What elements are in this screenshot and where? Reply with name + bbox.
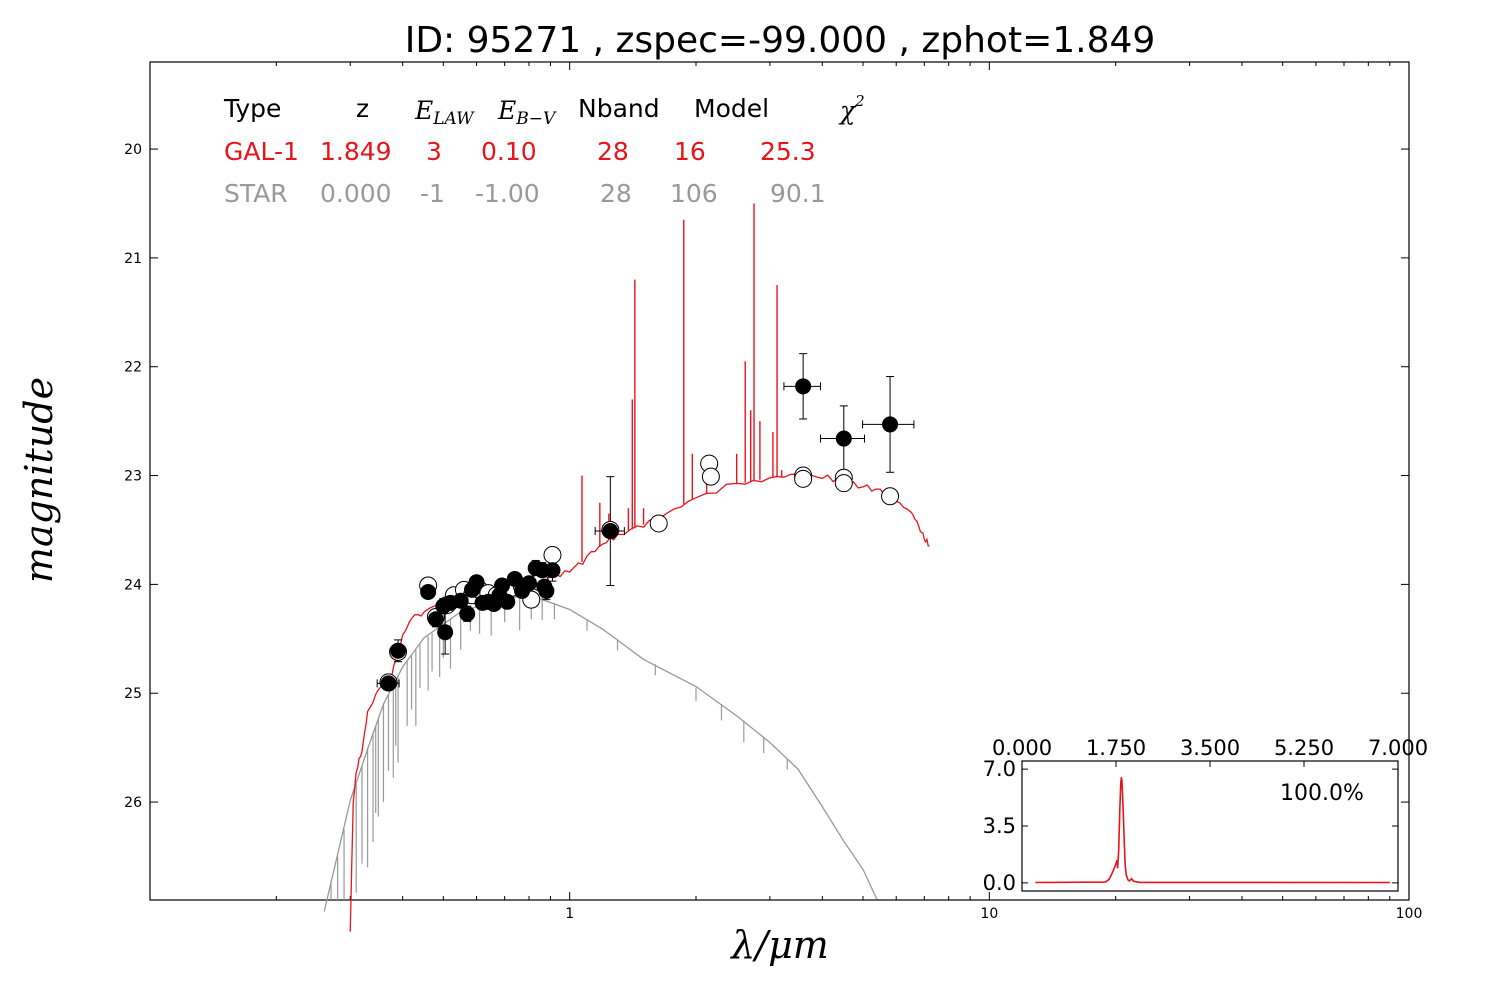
inset-frame [1021,760,1399,892]
row-star-type: STAR [224,179,288,208]
y-tick-label: 24 [124,577,142,593]
main-axis-ticks: 1 10 100 20 21 22 23 24 25 26 [124,62,1422,922]
table-row-star: STAR 0.000 -1 -1.00 28 106 90.1 [224,179,826,208]
observed-point [544,562,561,579]
row-galaxy-nband: 28 [597,137,629,166]
table-header-type: Type [223,94,281,123]
inset-y-tick-label: 7.0 [983,757,1016,781]
table-header-ebv: EB−V [497,96,557,129]
row-star-law: -1 [420,179,445,208]
inset-probability-label: 100.0% [1280,781,1364,806]
x-tick-label: 1 [565,906,574,922]
x-axis-label: λ/μm [729,923,829,967]
observed-point [390,642,407,659]
table-header-z: z [356,94,369,123]
row-star-z: 0.000 [320,179,392,208]
observed-magnitude-points [380,378,899,692]
inset-y-tick-label: 0.0 [983,871,1016,895]
observed-point [427,611,444,628]
table-row-galaxy: GAL-1 1.849 3 0.10 28 16 25.3 [224,137,816,166]
observed-point [520,575,537,592]
observed-point [452,592,469,609]
y-axis-label: magnitude [17,377,61,583]
row-star-ebv: -1.00 [475,179,540,208]
model-point [701,467,720,486]
galaxy-spectrum-line [349,473,930,932]
observed-point [459,605,476,622]
inset-x-tick-label: 7.000 [1368,736,1428,760]
x-tick-label: 100 [1396,906,1423,922]
row-star-chi2: 90.1 [770,179,826,208]
main-plot-frame [149,61,1410,901]
observed-point [494,577,511,594]
redshift-pdf-inset: 0.000 1.750 3.500 5.250 7.000 7.0 3.5 0.0 100.0… [983,736,1428,895]
observed-point [538,582,555,599]
observed-point [437,624,454,641]
observed-point [882,416,899,433]
y-tick-label: 20 [124,142,142,158]
star-spectrum-line [323,596,878,912]
observed-point [420,584,437,601]
model-point [794,469,813,488]
table-header-model: Model [694,94,769,123]
star-absorption-lines [330,597,788,900]
y-tick-label: 21 [124,251,142,267]
figure-title: ID: 95271 , zspec=-99.000 , zphot=1.849 [405,20,1156,61]
inset-x-tick-label: 1.750 [1086,736,1146,760]
observed-point [499,593,516,610]
observed-error-bars [376,353,915,690]
y-tick-label: 25 [124,686,142,702]
y-tick-label: 23 [124,469,142,485]
y-tick-label: 22 [124,360,142,376]
table-header-nband: Nband [578,94,660,123]
row-galaxy-z: 1.849 [320,137,392,166]
model-point [881,487,900,506]
model-point [834,474,853,493]
row-galaxy-ebv: 0.10 [481,137,537,166]
inset-x-tick-label: 5.250 [1274,736,1334,760]
fit-table: Type z ELAW EB−V Nband Model χ2 GAL-1 1.… [223,92,865,208]
row-galaxy-law: 3 [426,137,442,166]
inset-x-tick-label: 3.500 [1180,736,1240,760]
observed-point [795,378,812,395]
model-point [543,546,562,565]
row-galaxy-chi2: 25.3 [760,137,816,166]
galaxy-emission-lines [581,203,783,562]
inset-axis-ticks: 0.000 1.750 3.500 5.250 7.000 7.0 3.5 0.0 [983,736,1428,895]
observed-point [468,574,485,591]
inset-x-tick-label: 0.000 [992,736,1052,760]
row-galaxy-model: 16 [674,137,706,166]
observed-point [835,430,852,447]
y-tick-label: 26 [124,795,142,811]
row-star-nband: 28 [600,179,632,208]
row-star-model: 106 [670,179,718,208]
row-galaxy-type: GAL-1 [224,137,299,166]
observed-point [602,523,619,540]
table-header-chi2: χ2 [838,92,865,125]
model-point [649,514,668,533]
observed-point [380,675,397,692]
table-header-elaw: ELAW [414,96,475,129]
inset-y-tick-label: 3.5 [983,814,1016,838]
x-tick-label: 10 [980,906,998,922]
pdf-curve [1035,777,1390,884]
